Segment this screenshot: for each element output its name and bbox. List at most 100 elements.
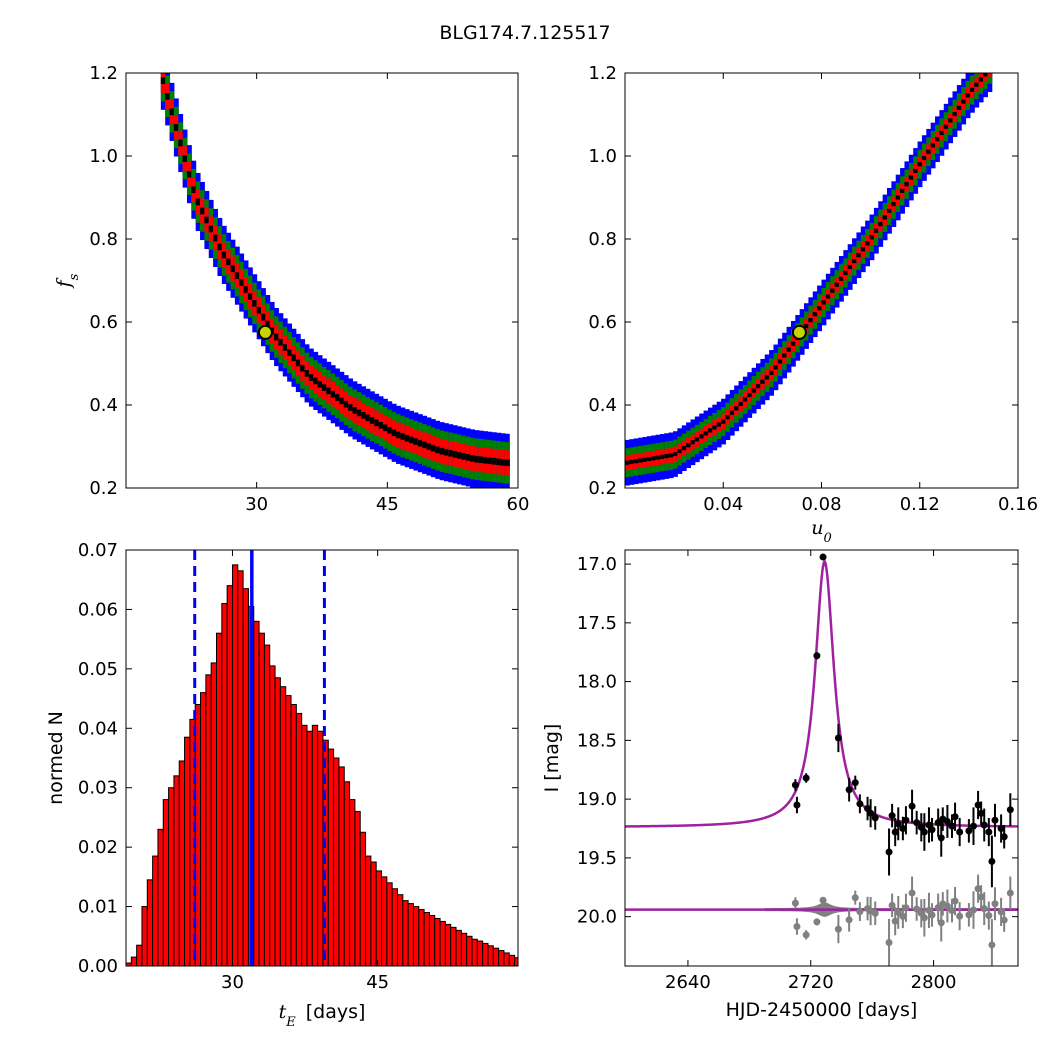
y-tick-label: 0.2 [89,478,118,499]
heatmap-cell-black [633,459,639,464]
data-point [885,848,893,856]
heatmap-cell-black [443,448,449,456]
heatmap-cell-black [725,415,731,420]
heatmap-cell-black [734,406,740,411]
histogram-bar [263,644,271,967]
heatmap-cell-black [921,155,927,161]
heatmap-cell-black [651,456,657,461]
heatmap-cell-black [213,234,218,242]
heatmap-cell-black [343,400,349,408]
heatmap-cell-black [295,359,301,367]
heatmap-cell-black [838,276,844,281]
heatmap-cell-black [843,270,849,276]
histogram-bar [487,945,494,967]
residual-point [856,908,864,916]
residual-point [928,911,936,919]
residual-point [908,889,916,897]
heatmap-cell-green [987,73,993,84]
x-axis-label-sub: 0 [823,531,831,546]
y-axis-label: fs [53,273,82,289]
histogram-bar [407,903,414,967]
heatmap-cell-black [952,112,958,117]
model-envelope [625,557,1018,828]
heatmap-cell-black [413,438,419,445]
x-axis-label: tE [days] [279,1001,366,1030]
data-point [913,819,921,827]
heatmap-cell-black [326,387,332,395]
heatmap-cell-black [642,457,648,462]
heatmap-cell-black [782,353,788,358]
residual-point [834,925,842,933]
heatmap-cell-black [834,282,840,287]
data-point [988,857,996,865]
data-point [980,821,988,829]
histogram-bar [301,724,308,967]
heatmap-cell-black [948,118,953,123]
residual-point [965,911,973,919]
residual-point [894,908,902,916]
heatmap-cell-black [860,247,866,252]
residual-point [977,893,985,901]
heatmap-cell-black [252,300,258,307]
heatmap-cell-black [361,412,367,419]
heatmap-cell-black [917,162,923,167]
heatmap-cell-black [978,77,984,82]
heatmap-cell-black [500,459,506,466]
heatmap-cell-black [474,455,480,463]
y-tick-label: 0.03 [78,778,118,799]
y-tick-label: 1.0 [588,146,617,167]
histogram-bar [253,620,260,967]
heatmap-cells [160,73,510,488]
heatmap-cell-black [817,306,822,311]
heatmap-cell-black [400,433,406,440]
heatmap-cell-black [426,443,432,450]
heatmap-cell-black [812,312,818,317]
histogram-bar [306,730,313,967]
x-tick-label: 30 [221,972,244,993]
histogram-bar [338,766,345,967]
residual-point [937,919,945,927]
histogram-bar [130,956,138,967]
heatmap-cell-black [491,457,497,465]
histogram-bar [503,952,510,967]
heatmap-cell-black [738,401,744,406]
heatmap-cell-black [234,272,240,279]
y-tick-label: 1.2 [588,63,617,84]
heatmap-cell-black [200,207,205,215]
data-point [802,774,810,782]
histogram-bar [402,900,409,967]
heatmap-cell-red [983,73,988,82]
data-point [969,822,977,830]
heatmap-cell-black [186,170,192,178]
histogram-bar [391,888,398,967]
x-tick-label: 45 [366,972,389,993]
y-tick-label: 1.0 [89,146,118,167]
heatmap-cell-black [230,265,236,273]
heatmap-cell-black [904,182,910,187]
data-point [834,734,842,742]
data-point [845,786,853,794]
residual-point [845,916,853,924]
histogram-bar [221,602,228,967]
heatmap-cell-black [974,82,980,87]
data-point [991,816,999,824]
histogram-bar [237,570,244,967]
histogram-bar [157,828,164,967]
heatmap-cell-black [804,323,809,329]
residual-point [819,896,827,904]
x-tick-label: 30 [245,494,268,515]
histogram-bar [295,712,303,967]
heatmap-cell-black [304,370,310,377]
y-tick-label: 0.4 [588,395,617,416]
data-point [856,800,864,808]
data-point [1000,833,1008,841]
heatmap-cell-black [677,449,683,454]
heatmap-cell-black [261,313,266,321]
heatmap-cell-black [330,390,336,398]
heatmap-cell-black [690,440,696,445]
heatmap-cell-black [382,424,388,432]
histogram-bar [141,906,148,967]
y-tick-label: 19.5 [577,848,617,869]
heatmap-cell-black [865,241,871,246]
